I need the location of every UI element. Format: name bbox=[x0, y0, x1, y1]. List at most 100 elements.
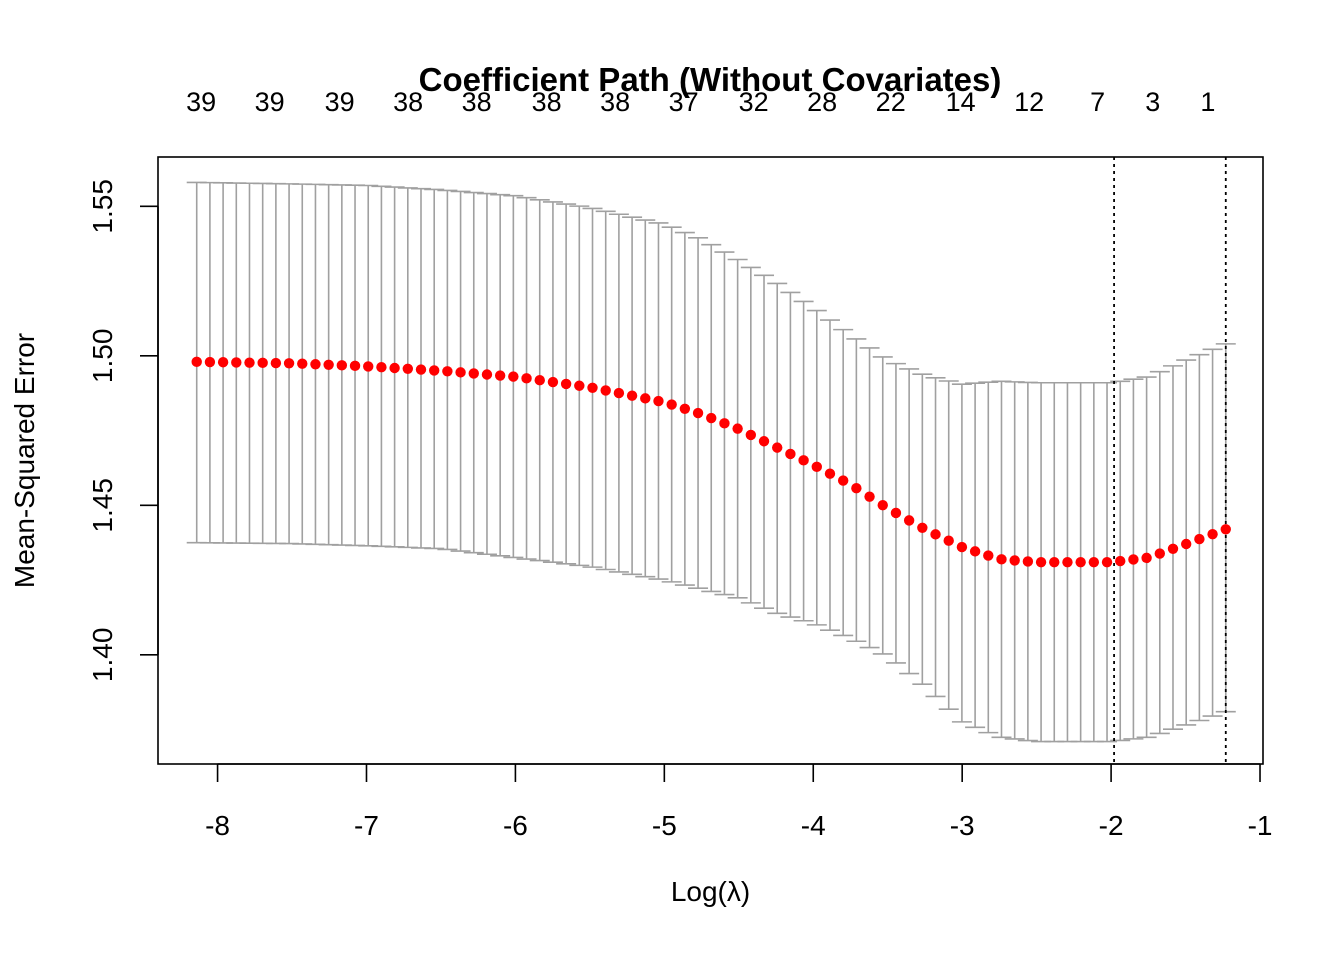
mse-point bbox=[1194, 533, 1205, 545]
mse-point bbox=[204, 356, 216, 368]
x-axis: -8 -7 -6 -5 -4 -3 -2 -1 bbox=[205, 763, 1273, 841]
mse-point bbox=[534, 374, 545, 386]
mse-point bbox=[706, 412, 717, 424]
mse-point bbox=[428, 365, 440, 376]
error-bar bbox=[951, 383, 972, 723]
x-tick-label: -7 bbox=[354, 810, 379, 841]
mse-point bbox=[323, 359, 334, 370]
mse-point bbox=[508, 371, 519, 382]
mse-point bbox=[930, 529, 941, 540]
mse-point bbox=[1075, 556, 1086, 568]
mse-point bbox=[1101, 556, 1113, 568]
mse-point bbox=[455, 367, 466, 378]
mse-point bbox=[996, 554, 1007, 565]
mse-point bbox=[521, 373, 532, 384]
y-tick-label: 1.55 bbox=[87, 179, 118, 234]
mse-point bbox=[1128, 554, 1139, 565]
mse-point bbox=[600, 385, 611, 396]
error-bars bbox=[186, 181, 1236, 743]
top-count-label: 22 bbox=[876, 87, 906, 117]
x-tick-label: -1 bbox=[1248, 810, 1273, 841]
mse-point bbox=[824, 468, 836, 479]
mse-point bbox=[363, 361, 374, 372]
mse-point bbox=[1049, 556, 1060, 568]
y-tick-label: 1.45 bbox=[87, 478, 118, 532]
mse-point bbox=[626, 390, 638, 401]
mse-point bbox=[494, 370, 506, 381]
mse-point bbox=[653, 395, 664, 407]
mse-point bbox=[785, 448, 796, 460]
mse-point bbox=[1154, 548, 1166, 559]
mse-point bbox=[956, 541, 968, 553]
x-axis-label: Log(λ) bbox=[671, 876, 750, 907]
y-axis: 1.40 1.45 1.50 1.55 bbox=[87, 179, 159, 683]
top-count-label: 1 bbox=[1200, 87, 1215, 117]
mse-point bbox=[574, 380, 585, 391]
mse-point bbox=[1207, 528, 1218, 540]
top-count-label: 39 bbox=[186, 87, 216, 117]
lambda-reference-lines bbox=[1113, 157, 1227, 764]
x-tick-label: -6 bbox=[503, 810, 528, 841]
y-axis-label: Mean-Squared Error bbox=[9, 333, 40, 588]
mse-point bbox=[283, 358, 295, 369]
mse-point bbox=[983, 550, 994, 561]
top-nonzero-counts: 39 39 39 38 38 38 38 37 32 28 22 14 12 7 3 1 bbox=[186, 87, 1215, 117]
mse-point bbox=[969, 546, 981, 557]
mse-points bbox=[191, 356, 1231, 568]
mse-point bbox=[1141, 552, 1152, 564]
top-count-label: 38 bbox=[532, 87, 562, 117]
x-tick-label: -5 bbox=[652, 810, 677, 841]
mse-point bbox=[468, 368, 479, 379]
mse-point bbox=[851, 482, 862, 494]
mse-point bbox=[389, 362, 400, 374]
mse-point bbox=[732, 423, 743, 434]
mse-point bbox=[442, 366, 453, 377]
top-count-label: 12 bbox=[1014, 87, 1044, 117]
mse-point bbox=[758, 436, 770, 447]
top-count-label: 14 bbox=[946, 87, 976, 117]
mse-point bbox=[231, 357, 242, 368]
top-count-label: 38 bbox=[600, 87, 630, 117]
mse-point bbox=[402, 363, 414, 374]
mse-point bbox=[270, 357, 282, 369]
mse-point bbox=[376, 362, 387, 373]
top-count-label: 32 bbox=[739, 87, 769, 117]
mse-point bbox=[415, 364, 427, 375]
mse-point bbox=[1180, 538, 1192, 550]
mse-point bbox=[1088, 556, 1100, 568]
x-tick-label: -2 bbox=[1099, 810, 1124, 841]
top-count-label: 39 bbox=[325, 87, 355, 117]
mse-point bbox=[1167, 543, 1179, 554]
mse-point bbox=[336, 360, 348, 371]
chart-title: Coefficient Path (Without Covariates) bbox=[419, 61, 1002, 98]
mse-point bbox=[679, 403, 691, 414]
mse-point bbox=[217, 357, 229, 368]
y-tick-label: 1.50 bbox=[87, 329, 118, 384]
x-tick-label: -3 bbox=[950, 810, 975, 841]
mse-point bbox=[692, 407, 704, 419]
mse-point bbox=[903, 515, 915, 526]
top-count-label: 39 bbox=[255, 87, 285, 117]
mse-point bbox=[890, 507, 902, 519]
mse-point bbox=[297, 358, 308, 369]
top-count-label: 7 bbox=[1090, 87, 1105, 117]
mse-point bbox=[481, 369, 493, 380]
mse-point bbox=[310, 359, 321, 370]
mse-point bbox=[837, 475, 849, 486]
x-tick-label: -8 bbox=[205, 810, 230, 841]
mse-point bbox=[943, 535, 954, 546]
mse-point bbox=[1220, 524, 1231, 535]
mse-point bbox=[257, 357, 268, 369]
top-count-label: 38 bbox=[393, 87, 423, 117]
top-count-label: 37 bbox=[669, 87, 699, 117]
mse-point bbox=[1035, 556, 1047, 568]
mse-point bbox=[772, 442, 783, 453]
mse-point bbox=[613, 387, 625, 399]
top-count-label: 28 bbox=[807, 87, 837, 117]
mse-point bbox=[666, 399, 677, 410]
mse-point bbox=[191, 356, 202, 368]
mse-point bbox=[917, 522, 928, 534]
y-tick-label: 1.40 bbox=[87, 628, 118, 683]
mse-point bbox=[560, 378, 572, 390]
